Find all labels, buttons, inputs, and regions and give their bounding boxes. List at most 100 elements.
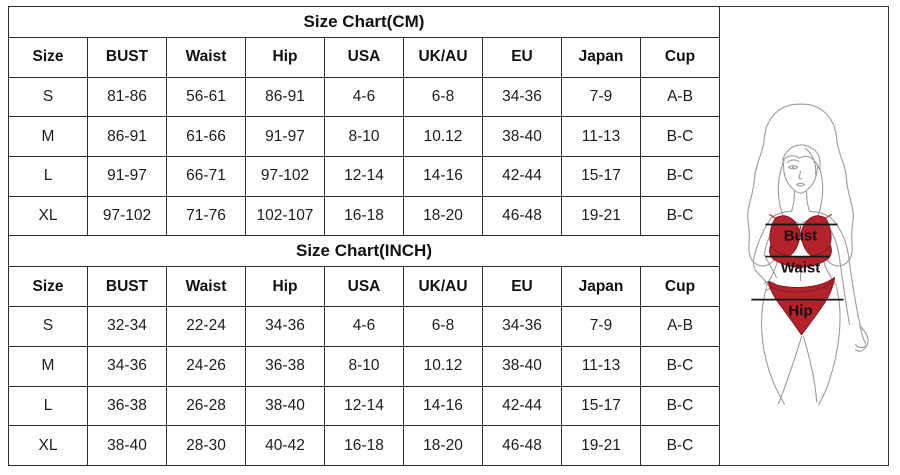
table-cell: 36-38 [245,345,325,387]
bikini-bottom [767,277,836,336]
table-cell: S [8,306,88,347]
table-cell: 91-97 [87,156,167,197]
table-cell: 42-44 [482,156,562,197]
column-header-usa: USA [324,37,404,78]
table-cell: 4-6 [324,76,404,118]
table-row: M 86-91 61-66 91-97 8-10 10.12 38-40 11-13 B-C [8,116,720,158]
column-header-bust: BUST [87,37,167,78]
table-cell: 61-66 [166,116,246,158]
table-cell: 12-14 [324,385,404,427]
hand-right [855,325,869,352]
table-cell: 11-13 [561,116,641,158]
size-chart-table-body: Size Chart(CM) Size BUST Waist Hip USA UK/AU EU… [8,6,720,466]
size-chart-image: Size Chart(CM) Size BUST Waist Hip USA UK/AU EU… [8,6,889,466]
table-row: L 91-97 66-71 97-102 12-14 14-16 42-44 15-17 B-C [8,156,720,197]
column-header-eu: EU [482,37,562,78]
eye-pupil [791,166,794,169]
size-chart-table: Size Chart(CM) Size BUST Waist Hip USA UK/AU EU… [8,6,720,466]
bust-label: Bust [784,228,817,245]
table-cell: 38-40 [87,425,167,466]
table-cell: B-C [640,116,720,158]
table-cell: 71-76 [166,195,246,237]
table-cell: 86-91 [87,116,167,158]
table-cell: 24-26 [166,345,246,387]
table-cell: A-B [640,76,720,118]
neck-left [790,190,796,212]
table-cell: 16-18 [324,425,404,466]
table-cell: 38-40 [482,345,562,387]
column-header-japan: Japan [561,266,641,308]
table-cell: 15-17 [561,385,641,427]
column-header-hip: Hip [245,37,325,78]
table-cell: 66-71 [166,156,246,197]
table-cell: B-C [640,425,720,466]
table-cell: 11-13 [561,345,641,387]
column-header-size: Size [8,37,88,78]
arm-left-outer [752,216,772,290]
column-header-row: Size BUST Waist Hip USA UK/AU EU Japan Cup [8,37,720,78]
column-header-waist: Waist [166,266,246,308]
table-cell: S [8,76,88,118]
table-cell: 14-16 [403,156,483,197]
table-cell: 19-21 [561,425,641,466]
cleavage-line [799,225,802,238]
table-cell: 12-14 [324,156,404,197]
table-cell: 16-18 [324,195,404,237]
arm-right-outer [830,216,867,345]
column-header-cup: Cup [640,37,720,78]
column-header-hip: Hip [245,266,325,308]
table-cell: 46-48 [482,195,562,237]
table-cell: 40-42 [245,425,325,466]
hair-strand-center [804,147,817,175]
table-cell: 18-20 [403,425,483,466]
table-cell: 42-44 [482,385,562,427]
hip-label: Hip [788,303,812,320]
table-cell: 86-91 [245,76,325,118]
table-cell: 4-6 [324,306,404,347]
table-cell: 34-36 [87,345,167,387]
measurement-figure-illustration: Bust Waist Hip [747,103,869,406]
column-header-ukau: UK/AU [403,266,483,308]
table-cell: M [8,116,88,158]
table-cell: B-C [640,345,720,387]
table-cell: 34-36 [482,306,562,347]
table-cell: 91-97 [245,116,325,158]
table-cell: B-C [640,156,720,197]
table-cell: B-C [640,385,720,427]
table-cell: 6-8 [403,306,483,347]
table-row: L 36-38 26-28 38-40 12-14 14-16 42-44 15-17 B-C [8,385,720,427]
lips [795,182,806,187]
table-cell: L [8,385,88,427]
column-header-japan: Japan [561,37,641,78]
table-cell: XL [8,195,88,237]
arm-right-inner [824,221,851,326]
table-cell: 19-21 [561,195,641,237]
table-cell: 28-30 [166,425,246,466]
leg-right-inner [802,336,818,403]
table-cell: 6-8 [403,76,483,118]
table-cell: 15-17 [561,156,641,197]
column-header-cup: Cup [640,266,720,308]
table-cell: L [8,156,88,197]
column-header-row: Size BUST Waist Hip USA UK/AU EU Japan Cup [8,266,720,308]
column-header-usa: USA [324,266,404,308]
table-cell: 38-40 [245,385,325,427]
table-cell: 56-61 [166,76,246,118]
table-cell: 32-34 [87,306,167,347]
table-row: S 81-86 56-61 86-91 4-6 6-8 34-36 7-9 A-B [8,76,720,118]
leg-left-inner [777,336,803,405]
leg-left-outer [761,287,786,405]
table-cell: XL [8,425,88,466]
table-cell: 26-28 [166,385,246,427]
waist-label: Waist [781,260,821,277]
table-cell: 97-102 [245,156,325,197]
column-header-waist: Waist [166,37,246,78]
eyebrow [786,159,800,163]
table-cell: 7-9 [561,76,641,118]
table-cell: 10.12 [403,116,483,158]
table-row: S 32-34 22-24 34-36 4-6 6-8 34-36 7-9 A-B [8,306,720,347]
table-cell: 10.12 [403,345,483,387]
table-row: M 34-36 24-26 36-38 8-10 10.12 38-40 11-13 B-C [8,345,720,387]
chart-title-cm: Size Chart(CM) [8,6,720,38]
leg-right-outer [817,287,841,406]
